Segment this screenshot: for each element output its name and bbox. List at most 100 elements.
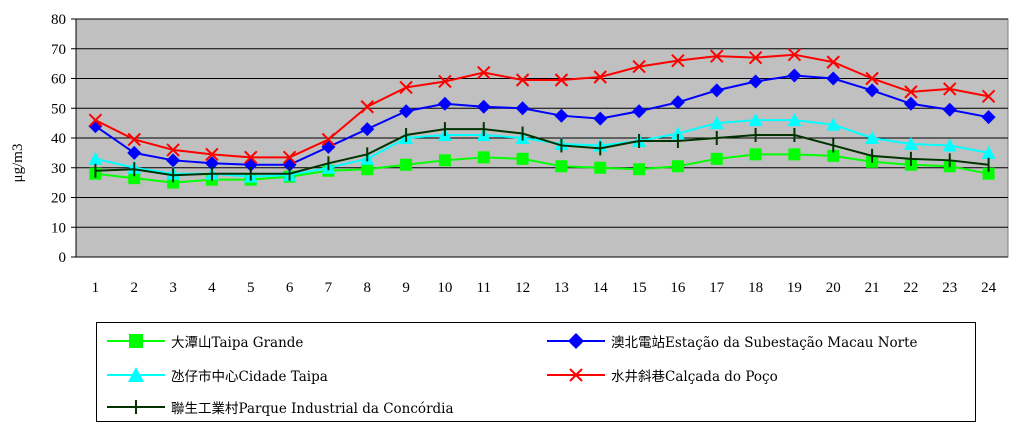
data-point [166, 143, 180, 157]
data-point [748, 113, 763, 127]
data-point [128, 172, 141, 185]
series-line [95, 128, 989, 177]
y-tick-label: 40 [51, 131, 66, 147]
data-point [670, 126, 685, 140]
y-tick-label: 0 [59, 250, 67, 266]
y-tick-label: 70 [51, 42, 66, 58]
data-point [555, 160, 568, 173]
data-point [515, 73, 530, 87]
legend-label: 聯生工業村Parque Industrial da Concórdia [171, 401, 454, 417]
x-tick-label: 24 [981, 280, 997, 296]
data-point [942, 138, 957, 152]
data-point [982, 167, 995, 180]
x-tick-label: 14 [593, 280, 609, 296]
data-point [788, 148, 801, 161]
x-tick-label: 4 [208, 280, 216, 296]
x-tick-label: 21 [865, 280, 880, 296]
data-point [865, 71, 879, 86]
x-tick-label: 6 [286, 280, 294, 296]
data-point [787, 113, 802, 127]
legend-item-taipa-grande: 大潭山Taipa Grande [105, 329, 303, 353]
series-3 [88, 47, 996, 165]
legend-label: 大潭山Taipa Grande [171, 335, 304, 351]
legend-marker-triangle-icon [107, 367, 165, 382]
data-point [633, 163, 646, 176]
data-point [166, 153, 181, 168]
data-point [981, 110, 996, 125]
data-point [127, 132, 141, 147]
data-point [671, 53, 685, 68]
data-point [476, 99, 491, 114]
data-point [787, 68, 802, 83]
data-point [360, 100, 374, 114]
data-point [632, 104, 647, 119]
data-point [748, 74, 763, 89]
data-point [282, 150, 297, 165]
data-point [438, 154, 451, 167]
x-tick-label: 16 [670, 280, 686, 296]
data-point [826, 55, 840, 69]
x-tick-label: 7 [325, 280, 333, 296]
x-tick-label: 8 [364, 280, 372, 296]
data-point [437, 96, 452, 111]
data-point [981, 145, 996, 159]
data-point [516, 152, 529, 165]
y-tick-label: 30 [51, 161, 66, 177]
data-point [943, 82, 957, 96]
series-4 [94, 122, 990, 183]
data-point [710, 49, 724, 63]
data-point [515, 101, 530, 116]
data-point [554, 73, 569, 87]
y-tick-label: 80 [51, 12, 66, 28]
y-tick-label: 10 [51, 220, 66, 236]
series-line [95, 119, 989, 178]
series-1 [88, 68, 996, 172]
data-point [709, 116, 724, 130]
legend-label: 水井斜巷Calçada do Poço [611, 369, 778, 385]
data-point [554, 108, 569, 123]
data-point [593, 70, 607, 84]
data-point [88, 113, 103, 127]
x-tick-label: 11 [477, 280, 491, 296]
x-tick-label: 1 [92, 280, 100, 296]
legend-label: 澳北電站Estação da Subestação Macau Norte [611, 335, 918, 351]
data-point [826, 117, 841, 131]
legend-marker-square-icon [107, 334, 165, 348]
x-tick-label: 23 [942, 280, 957, 296]
y-tick-label: 60 [51, 72, 66, 88]
data-point [593, 111, 608, 126]
legend-label: 氹仔市中心Cidade Taipa [171, 369, 328, 385]
legend-marker-x-icon [547, 368, 605, 382]
data-point [438, 74, 452, 89]
x-tick-label: 10 [437, 280, 452, 296]
data-point [594, 161, 607, 174]
data-point [749, 148, 762, 161]
y-tick-label: 20 [51, 191, 66, 207]
series-layer [88, 47, 996, 189]
x-tick-label: 12 [515, 280, 530, 296]
x-tick-label: 9 [402, 280, 410, 296]
data-point [826, 71, 841, 86]
data-point [865, 83, 880, 98]
data-point [903, 96, 918, 111]
data-point [904, 85, 918, 99]
data-point [204, 156, 219, 171]
x-tick-label: 13 [554, 280, 569, 296]
y-axis-label: μg/m3 [10, 144, 26, 183]
data-point [244, 150, 258, 165]
legend-item-cidade-taipa: 氹仔市中心Cidade Taipa [105, 363, 328, 387]
data-point [827, 149, 840, 162]
data-point [670, 95, 685, 110]
x-tick-label: 2 [131, 280, 139, 296]
legend: 大潭山Taipa Grande 澳北電站Estação da Subestaçã… [96, 322, 976, 422]
x-tick-label: 18 [748, 280, 763, 296]
x-tick-label: 3 [169, 280, 177, 296]
data-point [710, 152, 723, 165]
data-point [477, 151, 490, 164]
data-point [981, 89, 996, 104]
data-point [671, 160, 684, 173]
legend-item-concordia: 聯生工業村Parque Industrial da Concórdia [105, 395, 454, 419]
data-point [205, 147, 219, 162]
x-axis-ticks: 1 2 3 4 5 6 7 8 9 10 11 12 13 14 15 16 17 18 19 20 21 22 23 24 [92, 280, 997, 296]
